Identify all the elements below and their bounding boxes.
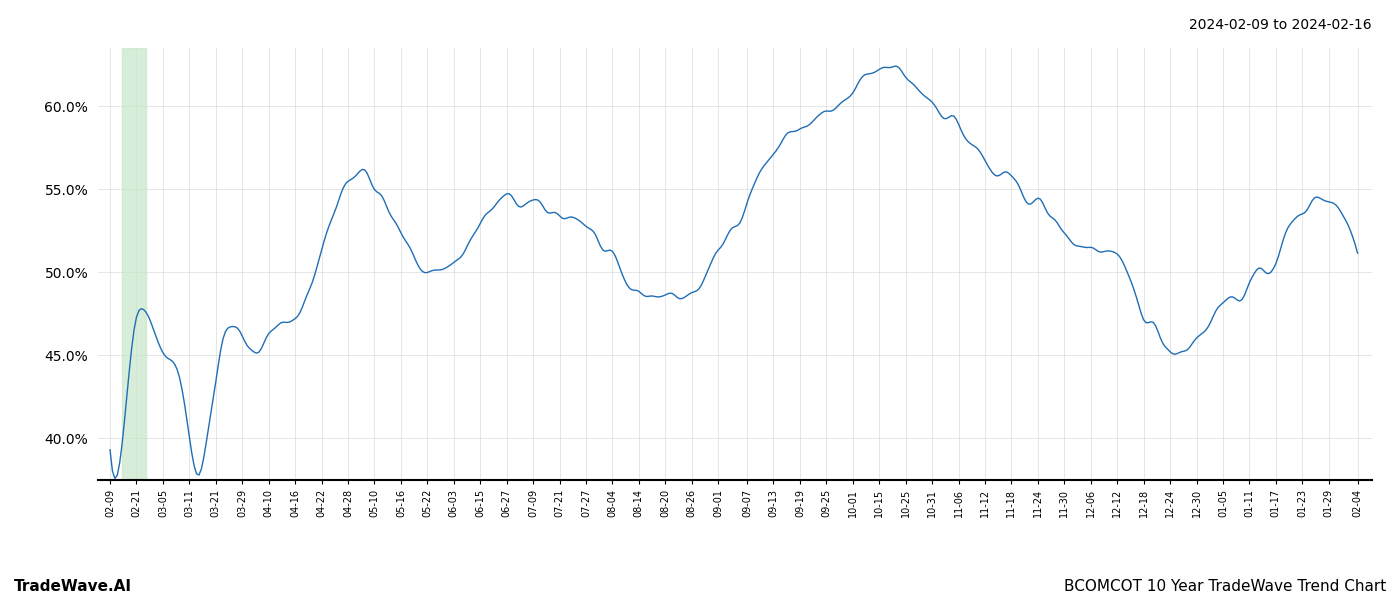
Text: 2024-02-09 to 2024-02-16: 2024-02-09 to 2024-02-16	[1190, 18, 1372, 32]
Text: BCOMCOT 10 Year TradeWave Trend Chart: BCOMCOT 10 Year TradeWave Trend Chart	[1064, 579, 1386, 594]
Text: TradeWave.AI: TradeWave.AI	[14, 579, 132, 594]
Bar	[122, 48, 146, 480]
